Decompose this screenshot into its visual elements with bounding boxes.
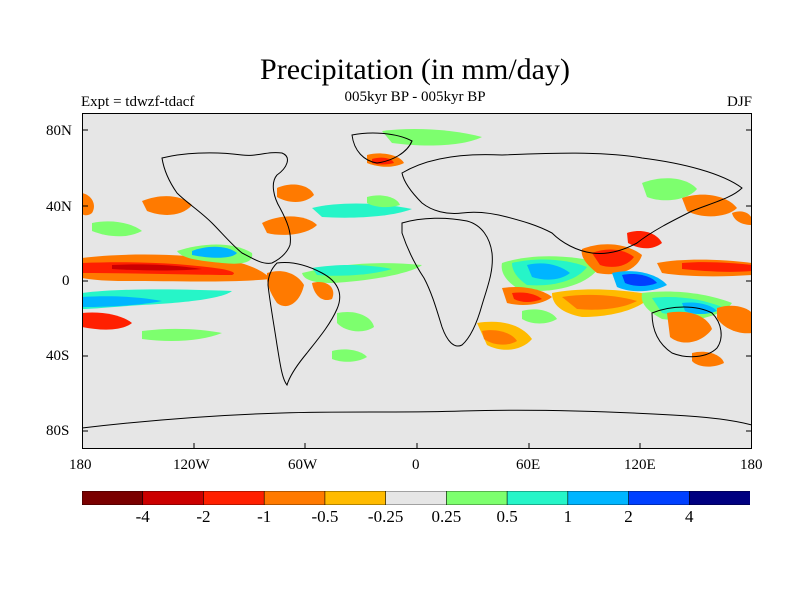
anomaly-region [527,263,570,280]
colorbar-level-label: -1 [257,507,272,526]
anomaly-region [82,312,132,330]
axis-ticks [82,129,752,449]
anomaly-region [482,330,517,345]
anomaly-region [332,349,367,362]
colorbar-swatch [385,491,448,505]
map-panel [81,113,753,449]
anomaly-region [337,311,374,332]
y-tick-label: 0 [62,273,70,289]
x-tick-label: 60E [516,457,541,473]
period-subtitle: 005kyr BP - 005kyr BP [344,89,486,105]
anomaly-region [367,195,400,208]
anomaly-region [512,292,542,302]
anomaly-region [382,129,482,146]
colorbar-swatch [82,491,144,505]
anomaly-region [692,351,724,367]
africa-coast [401,217,493,347]
experiment-label: Expt = tdwzf-tdacf [81,94,195,110]
colorbar-swatch [446,491,508,505]
anomaly-region [82,296,162,307]
colorbar-swatch [324,491,387,505]
colorbar [82,491,750,505]
precipitation-anomaly-field [82,129,752,367]
anomaly-region [112,264,202,271]
colorbar-swatch [567,491,630,505]
anomaly-region [562,294,637,310]
anomaly-region [142,196,192,215]
colorbar-level-label: -0.25 [367,507,404,526]
colorbar-swatch [506,491,569,505]
colorbar-swatch [203,491,265,505]
greenland-coast [351,132,413,164]
anomaly-region [192,246,237,258]
anomaly-region [262,216,317,235]
anomaly-region [312,282,334,301]
colorbar-level-label: 0.5 [496,507,518,526]
colorbar-level-label: -0.5 [311,507,339,526]
colorbar-swatch [628,491,691,505]
y-tick-label: 80N [46,123,72,139]
precipitation-map [81,113,753,449]
anomaly-region [522,309,557,324]
anomaly-region [642,178,697,201]
y-tick-label: 40N [46,199,72,215]
anomaly-region [622,273,657,286]
anomaly-region [682,194,737,217]
anomaly-region [667,311,712,343]
x-tick-label: 120W [173,457,210,473]
colorbar-level-label: -4 [135,507,150,526]
eurasia-coast [401,152,743,254]
colorbar-swatch [688,491,750,505]
anomaly-region [732,211,752,225]
anomaly-region [682,262,752,272]
anomaly-region [312,265,392,276]
map-title: Precipitation (in mm/day) [260,53,570,86]
y-tick-label: 40S [46,348,70,364]
x-tick-label: 180 [740,457,763,473]
colorbar-swatch [263,491,326,505]
x-tick-label: 60W [288,457,318,473]
coastlines [81,132,753,429]
australia-coast [651,306,722,358]
colorbar-level-label: 2 [624,507,633,526]
antarctica-coast [81,409,753,429]
colorbar-level-label: 0.25 [431,507,462,526]
anomaly-region [92,221,142,237]
x-tick-label: 120E [624,457,656,473]
anomaly-region [82,193,94,216]
x-tick-label: 0 [412,457,420,473]
season-label: DJF [726,94,752,110]
south-america-coast [267,262,341,387]
y-tick-label: 80S [46,423,70,439]
anomaly-region [266,271,304,307]
colorbar-level-label: 4 [685,507,694,526]
colorbar-level-label: 1 [563,507,573,526]
anomaly-region [277,184,314,202]
north-america-coast [161,152,291,264]
anomaly-region [142,328,222,341]
colorbar-swatch [142,491,205,505]
x-tick-label: 180 [69,457,92,473]
anomaly-region [717,305,752,334]
colorbar-level-label: -2 [196,507,211,526]
